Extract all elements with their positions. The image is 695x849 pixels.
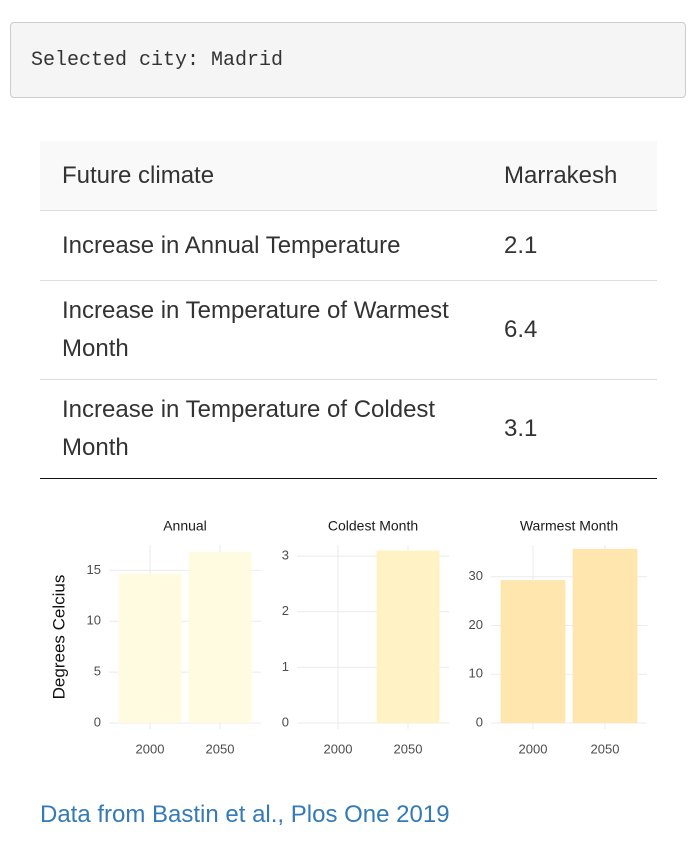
y-tick-label: 0 (94, 714, 101, 729)
table-cell: 2.1 (482, 210, 657, 281)
table-cell: 6.4 (482, 280, 657, 380)
y-tick-label: 0 (476, 714, 483, 729)
x-tick-label: 2000 (324, 741, 353, 756)
y-tick-label: 0 (282, 714, 289, 729)
y-tick-label: 30 (469, 568, 483, 583)
table-row: Increase in Annual Temperature 2.1 (40, 210, 657, 281)
header-row: Future climate Marrakesh (40, 141, 657, 211)
x-tick-label: 2050 (394, 741, 423, 756)
y-axis-label: Degrees Celcius (49, 575, 68, 700)
header-cell: Future climate (40, 141, 482, 211)
source-link[interactable]: Data from Bastin et al., Plos One 2019 (40, 801, 450, 828)
y-tick-label: 10 (87, 613, 101, 628)
x-tick-label: 2050 (206, 741, 235, 756)
table-row: Increase in Temperature of Warmest Month… (40, 280, 657, 380)
y-tick-label: 2 (282, 603, 289, 618)
table-cell: Increase in Annual Temperature (40, 210, 482, 281)
panel-title: Coldest Month (328, 518, 418, 534)
table-cell: 3.1 (482, 379, 657, 479)
header-cell: Marrakesh (482, 141, 657, 211)
selected-city: Selected city: Madrid (10, 22, 686, 98)
y-tick-label: 20 (469, 617, 483, 632)
y-tick-label: 1 (282, 659, 289, 674)
climate-table: Future climate Marrakesh Increase in Ann… (40, 141, 657, 479)
y-tick-label: 10 (469, 666, 483, 681)
y-tick-label: 15 (87, 562, 101, 577)
bar (572, 548, 638, 723)
bar (500, 580, 566, 723)
bar (188, 552, 252, 723)
table-cell: Increase in Temperature of Coldest Month (40, 379, 482, 479)
y-tick-label: 5 (94, 664, 101, 679)
table-cell: Increase in Temperature of Warmest Month (40, 280, 482, 380)
bar (376, 550, 440, 723)
x-tick-label: 2050 (591, 741, 620, 756)
y-tick-label: 3 (282, 548, 289, 563)
bar (118, 573, 182, 723)
panel-title: Annual (163, 518, 207, 534)
x-tick-label: 2000 (519, 741, 548, 756)
x-tick-label: 2000 (136, 741, 165, 756)
panel-title: Warmest Month (520, 518, 618, 534)
table-row: Increase in Temperature of Coldest Month… (40, 379, 657, 479)
